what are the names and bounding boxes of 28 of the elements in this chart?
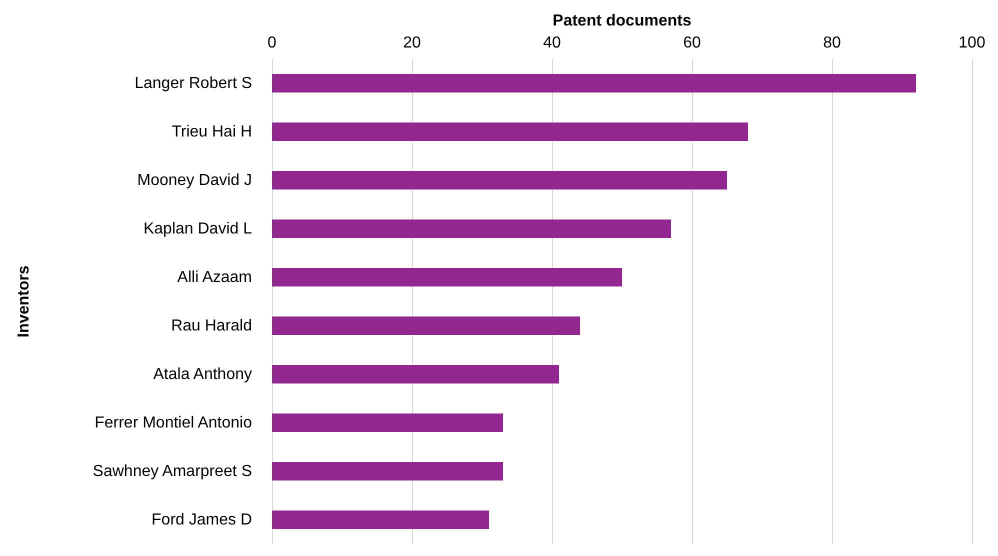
bar [272,365,559,384]
x-tick-label: 100 [958,34,986,52]
bar [272,510,489,529]
y-tick-label: Atala Anthony [153,366,252,383]
y-tick-label: Ford James D [152,511,252,528]
x-tick-label: 80 [823,34,841,52]
x-tick-label: 20 [403,34,421,52]
bar [272,268,622,286]
y-axis-title: Inventors [16,265,32,338]
y-tick-label: Ferrer Montiel Antonio [94,414,252,432]
bar [272,316,580,335]
bar [272,462,503,480]
y-tick-label: Rau Harald [171,317,252,334]
y-tick-label: Sawhney Amarpreet S [92,462,252,480]
y-tick-label: Mooney David J [137,172,252,189]
bar [272,414,503,432]
y-tick-label: Alli Azaam [177,268,252,286]
x-tick-label: 0 [268,34,277,52]
x-tick-label: 60 [683,34,701,52]
x-tick-label: 40 [543,34,561,52]
y-tick-label: Trieu Hai H [172,123,252,140]
bar [272,74,916,92]
y-tick-label: Kaplan David L [143,220,252,238]
bar [272,122,748,141]
x-axis-title: Patent documents [552,12,692,30]
y-tick-label: Langer Robert S [134,74,252,92]
bar [272,220,671,238]
bar [272,171,727,190]
